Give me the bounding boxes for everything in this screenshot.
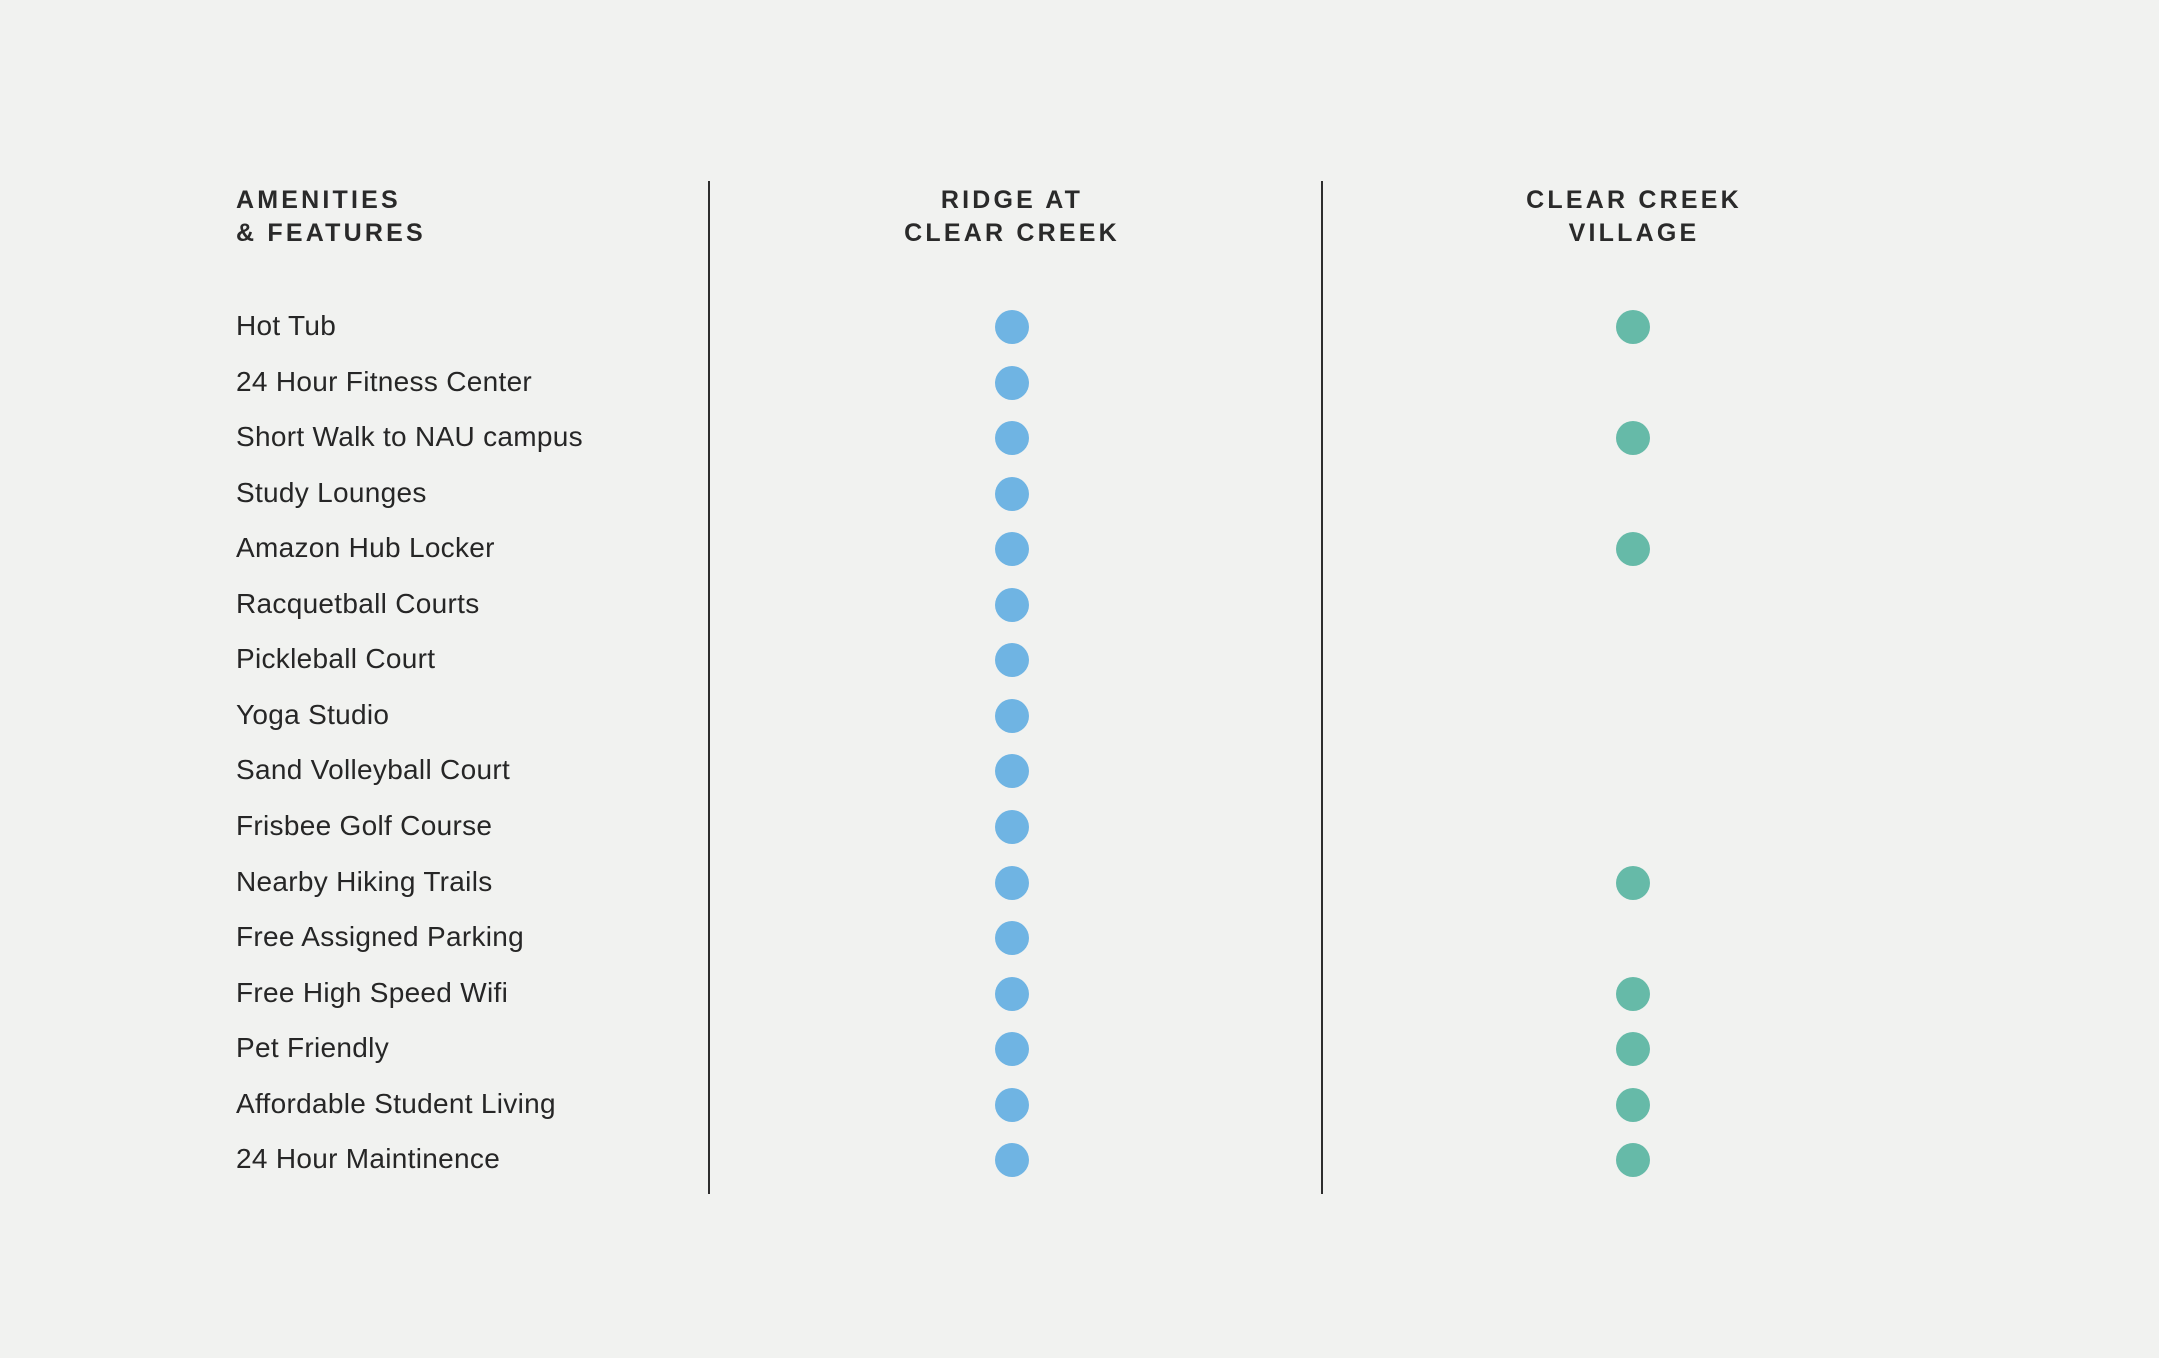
- village-availability-dot: [1616, 1143, 1650, 1178]
- ridge-availability-dot: [995, 698, 1029, 733]
- table-row: Yoga Studio: [0, 698, 2159, 754]
- ridge-availability-dot: [995, 587, 1029, 622]
- table-row: 24 Hour Maintinence: [0, 1142, 2159, 1198]
- amenity-label: Free High Speed Wifi: [236, 976, 509, 1008]
- header-village-line-2: VILLAGE: [1568, 219, 1700, 247]
- amenity-label: Pet Friendly: [236, 1032, 389, 1064]
- table-row: Sand Volleyball Court: [0, 753, 2159, 809]
- header-village-line-1: CLEAR CREEK: [1526, 186, 1742, 214]
- header-features-line-2: & FEATURES: [236, 219, 426, 247]
- table-row: Amazon Hub Locker: [0, 531, 2159, 587]
- amenity-label: 24 Hour Fitness Center: [236, 365, 533, 397]
- table-row: Nearby Hiking Trails: [0, 865, 2159, 921]
- table-row: Pickleball Court: [0, 642, 2159, 698]
- column-divider-left: [708, 181, 710, 1194]
- table-row: Free Assigned Parking: [0, 920, 2159, 976]
- ridge-availability-dot: [995, 421, 1029, 456]
- ridge-availability-dot: [995, 476, 1029, 511]
- ridge-availability-dot: [995, 754, 1029, 789]
- amenity-label: Frisbee Golf Course: [236, 809, 493, 841]
- ridge-availability-dot: [995, 310, 1029, 344]
- header-ridge-at-clear-creek: RIDGE AT CLEAR CREEK: [812, 184, 1212, 250]
- ridge-availability-dot: [995, 921, 1029, 956]
- ridge-availability-dot: [995, 365, 1029, 400]
- table-row: Racquetball Courts: [0, 587, 2159, 643]
- village-availability-dot: [1616, 310, 1650, 344]
- amenity-label: Racquetball Courts: [236, 587, 480, 619]
- ridge-availability-dot: [995, 865, 1029, 900]
- amenity-label: Sand Volleyball Court: [236, 754, 511, 786]
- table-row: Short Walk to NAU campus: [0, 420, 2159, 476]
- table-row: Affordable Student Living: [0, 1087, 2159, 1143]
- ridge-availability-dot: [995, 1087, 1029, 1122]
- village-availability-dot: [1616, 1032, 1650, 1067]
- amenity-label: Free Assigned Parking: [236, 921, 525, 953]
- table-row: Study Lounges: [0, 476, 2159, 532]
- village-availability-dot: [1616, 421, 1650, 456]
- amenity-label: Nearby Hiking Trails: [236, 865, 493, 897]
- amenity-label: 24 Hour Maintinence: [236, 1143, 501, 1175]
- village-availability-dot: [1616, 532, 1650, 567]
- village-availability-dot: [1616, 865, 1650, 900]
- amenity-label: Amazon Hub Locker: [236, 532, 495, 564]
- header-ridge-line-1: RIDGE AT: [940, 186, 1084, 214]
- header-clear-creek-village: CLEAR CREEK VILLAGE: [1434, 184, 1834, 250]
- ridge-availability-dot: [995, 809, 1029, 844]
- table-row: Frisbee Golf Course: [0, 809, 2159, 865]
- table-row: Pet Friendly: [0, 1031, 2159, 1087]
- ridge-availability-dot: [995, 1143, 1029, 1178]
- header-ridge-line-2: CLEAR CREEK: [904, 219, 1120, 247]
- table-row: 24 Hour Fitness Center: [0, 365, 2159, 421]
- village-availability-dot: [1616, 1087, 1650, 1122]
- table-row: Free High Speed Wifi: [0, 976, 2159, 1032]
- amenity-label: Yoga Studio: [236, 698, 390, 730]
- amenity-label: Short Walk to NAU campus: [236, 421, 583, 453]
- header-features-line-1: AMENITIES: [236, 186, 401, 214]
- amenity-label: Pickleball Court: [236, 643, 436, 675]
- village-availability-dot: [1616, 976, 1650, 1011]
- amenity-label: Affordable Student Living: [236, 1087, 556, 1119]
- ridge-availability-dot: [995, 643, 1029, 678]
- header-amenities-features: AMENITIES & FEATURES: [236, 184, 426, 250]
- ridge-availability-dot: [995, 532, 1029, 567]
- table-row: Hot Tub: [0, 309, 2159, 365]
- amenity-label: Study Lounges: [236, 476, 427, 508]
- ridge-availability-dot: [995, 976, 1029, 1011]
- column-divider-right: [1321, 181, 1323, 1194]
- amenity-label: Hot Tub: [236, 310, 337, 341]
- ridge-availability-dot: [995, 1032, 1029, 1067]
